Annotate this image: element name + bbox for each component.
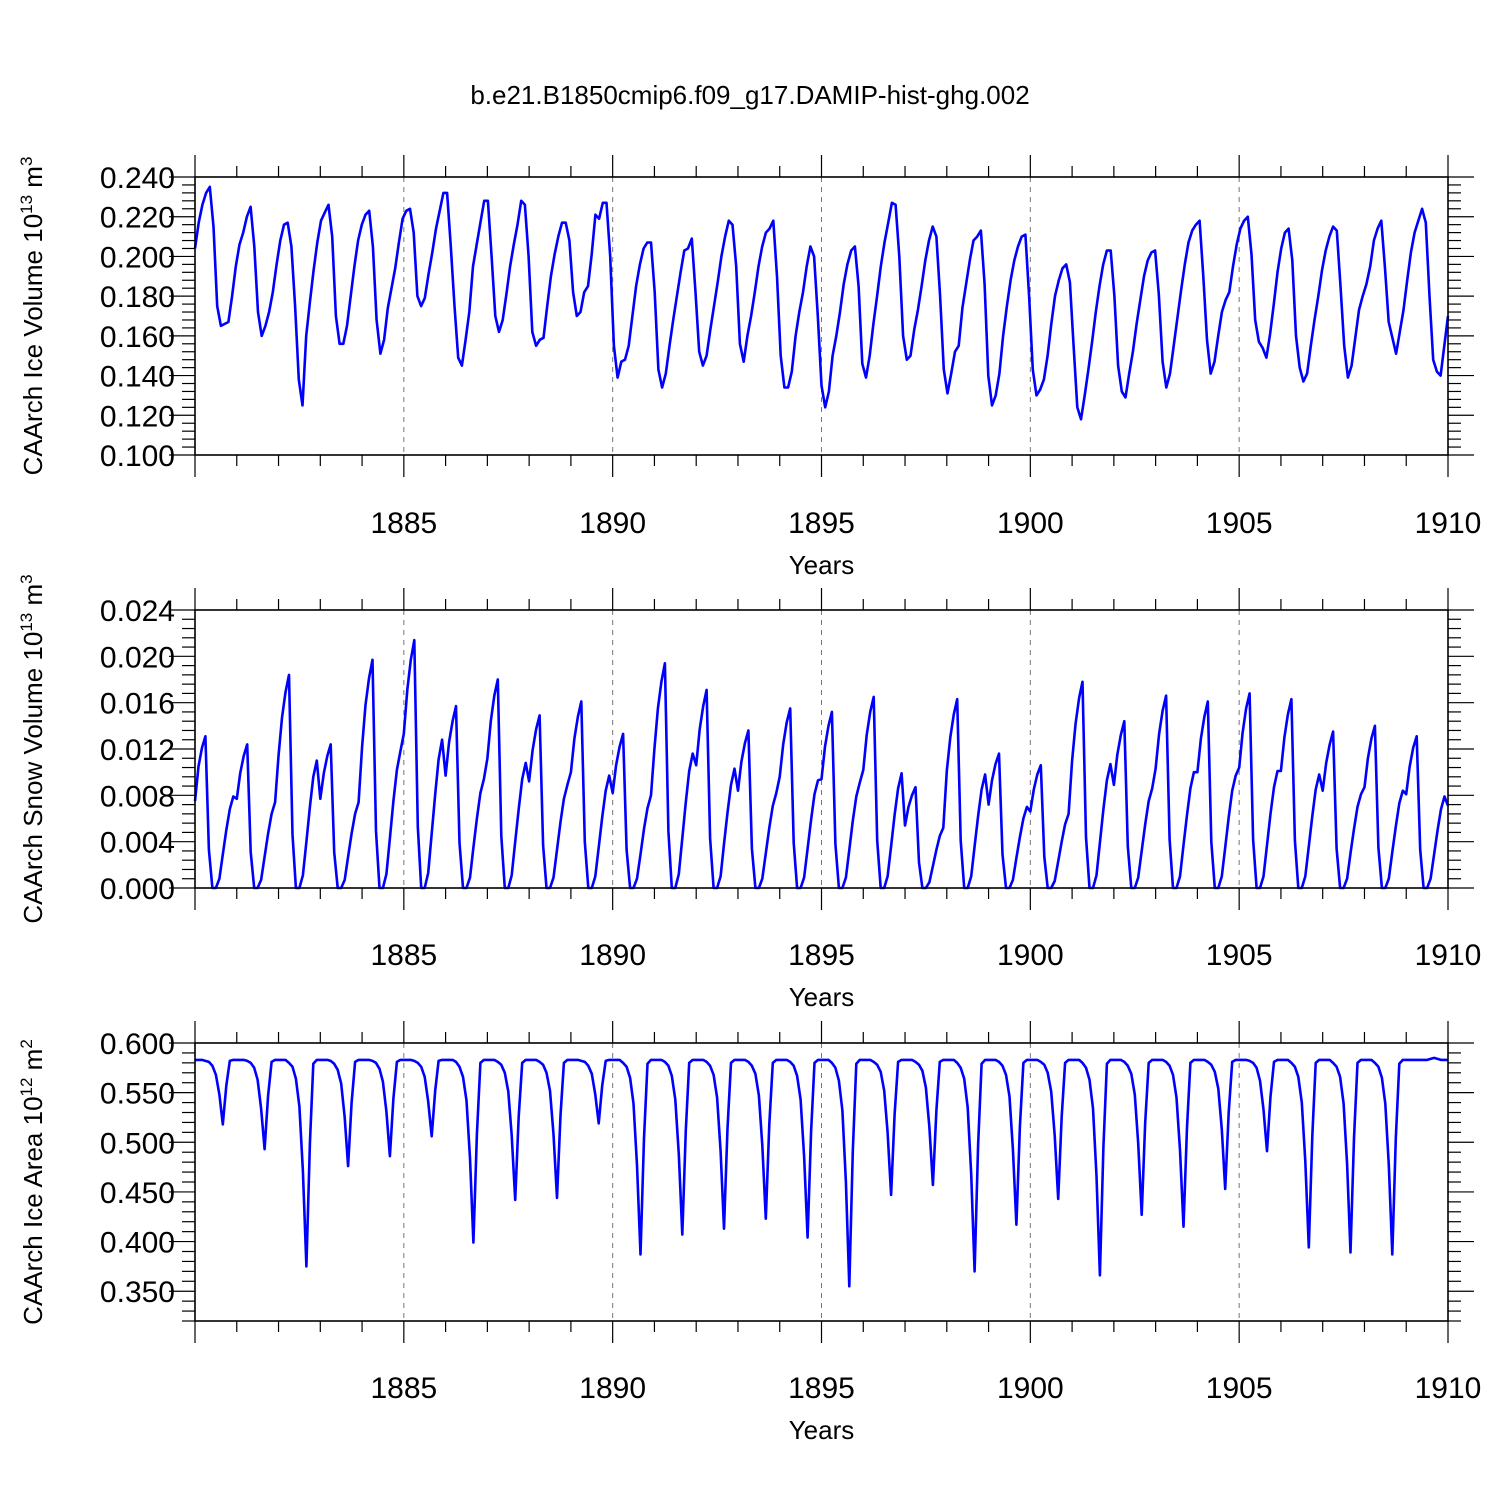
y-tick-label: 0.400 [100,1227,175,1260]
x-tick-label: 1885 [370,1372,437,1405]
y-axis-title: CAArch Ice Area 1012 m2 [17,1039,48,1325]
x-tick-label: 1905 [1206,1372,1273,1405]
x-tick-label: 1890 [579,507,646,540]
x-tick-label: 1895 [788,507,855,540]
y-tick-label: 0.200 [100,241,175,274]
x-axis-title: Years [789,550,855,580]
x-axis-title: Years [789,1415,855,1445]
series-line [195,1056,1448,1288]
y-tick-label: 0.020 [100,641,175,674]
series-line [193,185,1450,421]
x-tick-label: 1905 [1206,507,1273,540]
x-tick-label: 1905 [1206,939,1273,972]
x-tick-label: 1885 [370,939,437,972]
y-tick-label: 0.024 [100,595,175,628]
x-tick-label: 1895 [788,1372,855,1405]
series-line [193,638,1450,890]
figure-title: b.e21.B1850cmip6.f09_g17.DAMIP-hist-ghg.… [470,80,1029,110]
panel-3: 1885 1890 1895 1900 1905 1910 0.350 0.400 0.450 0… [17,1021,1481,1445]
x-tick-label: 1895 [788,939,855,972]
y-tick-label: 0.550 [100,1078,175,1111]
y-tick-label: 0.450 [100,1177,175,1210]
y-axis-title: CAArch Snow Volume 1013 m3 [17,574,48,923]
y-tick-label: 0.600 [100,1028,175,1061]
y-tick-label: 0.240 [100,162,175,195]
y-tick-label: 0.160 [100,321,175,354]
y-tick-label: 0.004 [100,827,175,860]
x-tick-label: 1910 [1415,939,1482,972]
y-tick-label: 0.140 [100,361,175,394]
x-tick-label: 1910 [1415,507,1482,540]
y-axis-title: CAArch Ice Volume 1013 m3 [17,157,48,476]
panels: 1885 1890 1895 1900 1905 1910 0.100 0.120 0.140 0… [17,155,1481,1445]
y-tick-label: 0.220 [100,202,175,235]
y-tick-label: 0.100 [100,440,175,473]
panel-2: 1885 1890 1895 1900 1905 1910 0.000 0.004 0.008 0… [17,574,1481,1012]
y-tick-label: 0.120 [100,400,175,433]
panel-1: 1885 1890 1895 1900 1905 1910 0.100 0.120 0.140 0… [17,155,1481,580]
x-axis-title: Years [789,982,855,1012]
y-tick-label: 0.000 [100,873,175,906]
y-tick-label: 0.008 [100,780,175,813]
x-tick-label: 1890 [579,1372,646,1405]
y-tick-label: 0.012 [100,734,175,767]
x-tick-label: 1900 [997,939,1064,972]
x-tick-label: 1900 [997,507,1064,540]
y-tick-label: 0.016 [100,688,175,721]
x-tick-label: 1900 [997,1372,1064,1405]
y-tick-label: 0.350 [100,1276,175,1309]
x-tick-label: 1890 [579,939,646,972]
y-tick-label: 0.500 [100,1127,175,1160]
x-tick-label: 1910 [1415,1372,1482,1405]
y-tick-label: 0.180 [100,281,175,314]
x-tick-label: 1885 [370,507,437,540]
